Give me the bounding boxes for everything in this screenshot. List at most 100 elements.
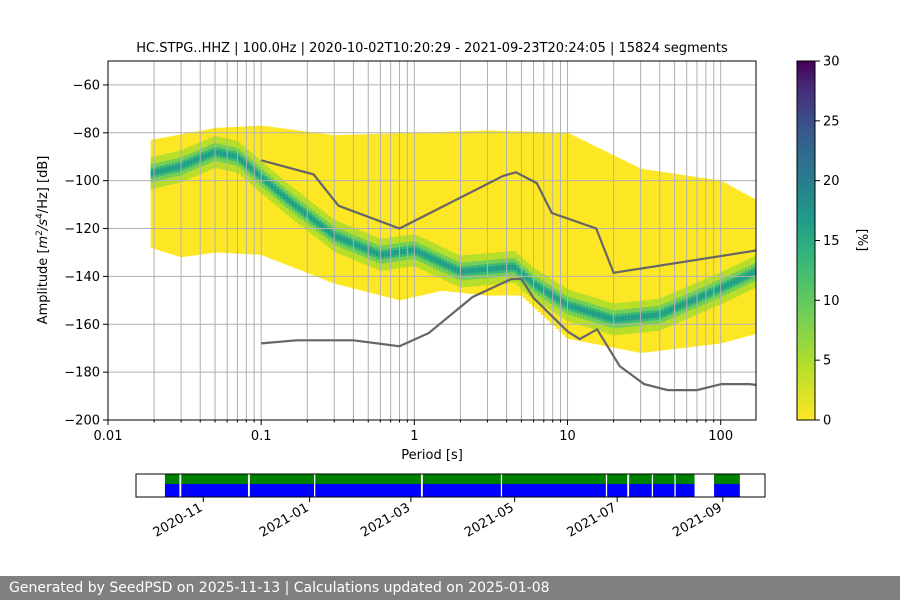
density-mode-cell [219, 150, 224, 156]
density-column [486, 130, 491, 296]
density-column [333, 135, 338, 284]
density-mode-cell [612, 316, 617, 322]
density-mode-cell [648, 313, 653, 319]
density-mode-cell [345, 238, 350, 244]
density-column [567, 133, 572, 339]
density-mode-cell [624, 315, 629, 321]
density-column [471, 130, 476, 295]
density-mode-cell [549, 292, 554, 298]
density-column [207, 129, 212, 254]
plot-frame [107, 60, 757, 421]
density-mode-cell [447, 263, 452, 269]
density-column [696, 177, 701, 347]
density-mode-cell [540, 286, 545, 292]
density-mode-cell [300, 208, 305, 214]
density-mode-cell [642, 313, 647, 319]
density-mode-cell [444, 262, 449, 268]
density-mode-cell [576, 305, 581, 311]
density-column [423, 132, 428, 295]
density-mode-cell [360, 244, 365, 250]
density-mode-cell [261, 176, 266, 182]
density-column [660, 171, 665, 351]
density-mode-cell [423, 252, 428, 258]
density-column [705, 178, 710, 346]
density-mode-cell [651, 312, 656, 318]
density-mode-cell [471, 267, 476, 273]
density-column [159, 138, 164, 251]
density-column [336, 135, 341, 285]
density-mode-cell [258, 173, 263, 179]
density-mode-cell [273, 186, 278, 192]
density-mode-cell [402, 249, 407, 255]
density-mode-cell [456, 268, 461, 274]
density-mode-cell [699, 294, 704, 300]
density-mode-cell [591, 310, 596, 316]
timeline-top-bar [164, 474, 740, 484]
density-column [162, 137, 167, 252]
density-column [501, 130, 506, 296]
density-mode-cell [636, 314, 641, 320]
colorbar-tick-label: 5 [823, 354, 831, 369]
density-column [414, 132, 419, 297]
density-mode-cell [204, 153, 209, 159]
density-column [183, 133, 188, 257]
y-tick-label: −100 [64, 174, 100, 189]
density-mode-cell [234, 153, 239, 159]
density-mode-cell [597, 312, 602, 318]
density-mode-cell [723, 283, 728, 289]
density-mode-cell [255, 171, 260, 177]
density-mode-cell [327, 229, 332, 235]
density-column [435, 132, 440, 292]
density-mode-cell [156, 169, 161, 175]
density-mode-cell [417, 249, 422, 255]
density-mode-cell [177, 164, 182, 170]
density-column [729, 186, 734, 341]
density-column [627, 163, 632, 351]
density-column [339, 134, 344, 286]
density-mode-cell [750, 270, 755, 276]
density-mode-cell [483, 266, 488, 272]
density-column [606, 152, 611, 347]
density-column [315, 132, 320, 277]
density-column [237, 126, 242, 254]
density-column [528, 131, 533, 304]
density-column [243, 126, 248, 255]
density-column [654, 171, 659, 352]
density-mode-cell [660, 311, 665, 317]
density-column [540, 132, 545, 315]
density-column [663, 172, 668, 351]
density-column [726, 184, 731, 342]
timeline-tick-label: 2021-07 [565, 500, 620, 540]
y-tick-label: −60 [73, 78, 100, 93]
y-label-exp4: 4 [35, 213, 45, 219]
density-mode-cell [285, 196, 290, 202]
density-column [495, 130, 500, 296]
density-mode-cell [747, 272, 752, 278]
density-column [570, 135, 575, 340]
density-mode-cell [396, 249, 401, 255]
density-mode-cell [726, 282, 731, 288]
density-mode-cell [453, 266, 458, 272]
density-column [582, 140, 587, 342]
density-column [549, 132, 554, 324]
density-mode-cell [462, 268, 467, 274]
density-mode-cell [573, 305, 578, 311]
density-column [156, 138, 161, 251]
density-column [219, 127, 224, 253]
density-column [165, 136, 170, 253]
timeline-gap [627, 474, 630, 497]
density-mode-cell [390, 250, 395, 256]
density-mode-cell [237, 155, 242, 161]
density-column [462, 131, 467, 294]
density-column [234, 126, 239, 254]
timeline-gap [420, 474, 423, 497]
timeline-tick-label: 2020-11 [151, 500, 206, 540]
x-tick-label: 1 [410, 429, 418, 444]
density-column [180, 134, 185, 258]
density-column [600, 149, 605, 346]
colorbar [796, 60, 816, 421]
density-mode-cell [324, 226, 329, 232]
density-mode-cell [465, 268, 470, 274]
density-mode-cell [645, 313, 650, 319]
density-column [153, 139, 158, 250]
